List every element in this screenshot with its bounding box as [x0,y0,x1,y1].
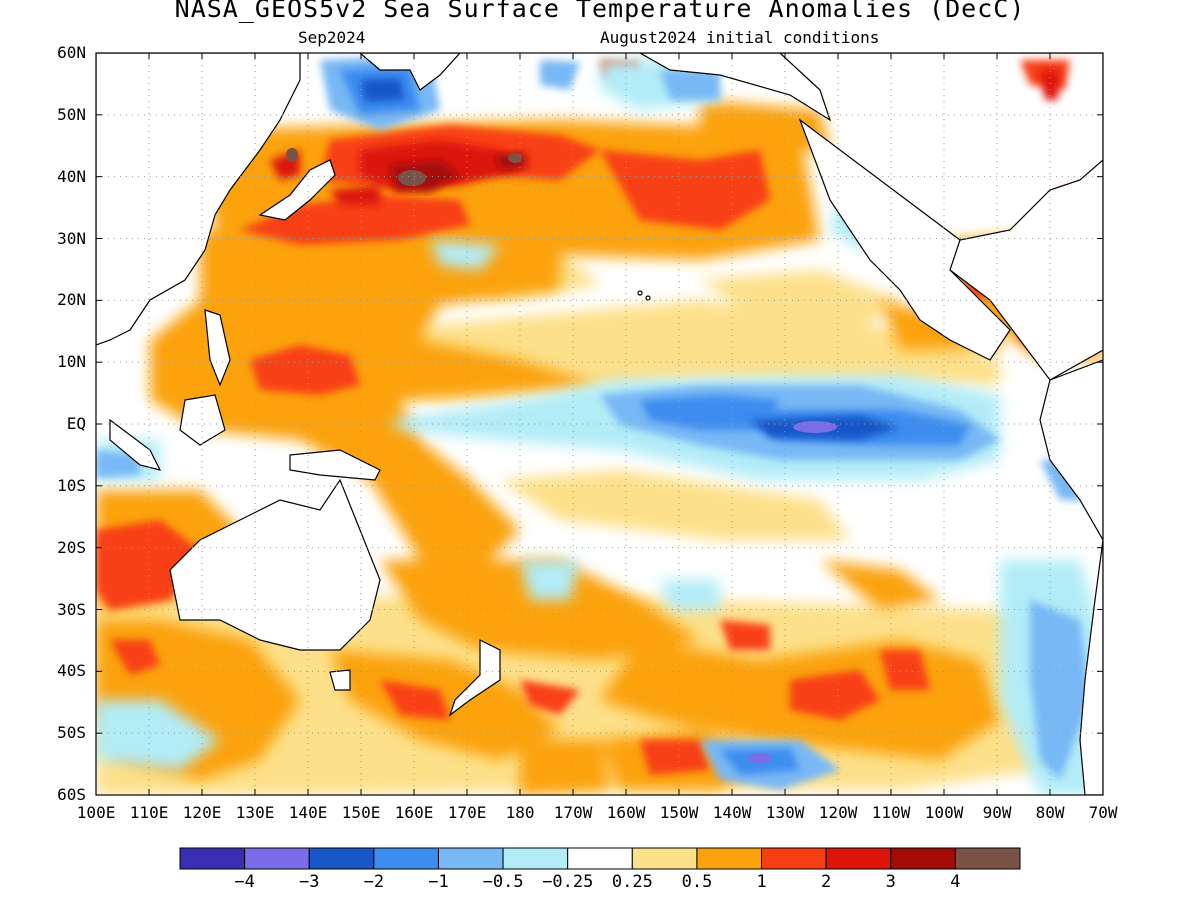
lon-label: 80W [1035,803,1065,822]
lon-label: 160W [606,803,646,822]
colorbar-swatch [179,847,246,870]
new-zealand-landmass [448,639,501,717]
colorbar-label: 1 [756,872,767,892]
colorbar-label: −2 [363,872,385,892]
hawaii-island [637,290,643,296]
colorbar-swatch [631,847,698,870]
colorbar-label: −4 [234,872,255,892]
alaska-landmass [638,53,832,122]
lat-label: 50S [57,723,86,743]
initial-conditions: August2024 initial conditions [600,28,880,47]
colorbar-swatch [890,847,956,870]
colorbar-swatch [502,847,569,870]
colorbar-swatch [437,847,504,870]
lat-label: 50N [57,104,86,124]
lon-label: 150E [341,803,381,822]
japan-landmass [258,159,336,221]
colorbar [179,847,1021,870]
colorbar-swatch [308,847,375,870]
colorbar-label: 2 [821,872,832,892]
philippines-landmass [204,309,231,387]
lat-label: 20N [57,290,86,310]
lat-label: 30N [57,228,86,248]
sumatra-landmass [109,418,162,471]
kamchatka-landmass [359,53,461,91]
lon-label: 170E [447,803,487,822]
lon-label: 130E [235,803,275,822]
colorbar-swatch [954,847,1021,870]
lat-label: 40N [57,166,86,186]
lon-label: 180 [505,803,535,822]
map-title: NASA_GEOS5v2 Sea Surface Temperature Ano… [174,0,1026,23]
lon-label: 160E [394,803,434,822]
lon-label: 140W [712,803,752,822]
coastlines [96,53,1103,795]
lon-label: 70W [1088,803,1118,822]
colorbar-label: −1 [428,872,449,892]
colorbar-label: −0.25 [542,872,594,892]
tasmania-landmass [329,669,351,691]
forecast-month: Sep2024 [298,28,366,47]
new-guinea-landmass [289,449,381,481]
lon-label: 140E [288,803,328,822]
lon-label: 90W [982,803,1012,822]
hawaii-island [645,295,651,301]
graticule [96,53,1103,795]
axis-ticks [95,52,1104,796]
colorbar-swatch [825,847,892,870]
colorbar-label: 0.25 [611,872,653,892]
lon-label: 100E [76,803,116,822]
lon-label: 120E [182,803,222,822]
lat-label: 10S [57,475,86,495]
colorbar-label: 0.5 [681,872,713,892]
lat-label: 20S [57,537,86,557]
colorbar-swatch [244,847,310,870]
lon-label: 100W [924,803,964,822]
australia-landmass [169,478,381,651]
colorbar-swatch [761,847,827,870]
colorbar-label: 4 [950,872,961,892]
anomaly-extreme-warm [286,148,522,186]
lat-label: 40S [57,661,86,681]
lat-label: 60N [57,43,86,62]
colorbar-label: 3 [885,872,896,892]
asia-landmass [96,53,301,346]
south-america-landmass [1039,359,1103,795]
colorbar-label: −3 [299,872,320,892]
lon-label: 130W [765,803,805,822]
colorbar-swatch [567,847,633,870]
colorbar-label: −0.5 [482,872,524,892]
lat-label: 60S [57,785,86,804]
lon-label: 150W [659,803,699,822]
colorbar-swatch [696,847,763,870]
lon-label: 110E [129,803,169,822]
colorbar-swatch [373,847,439,870]
lon-label: 110W [871,803,911,822]
lat-label: EQ [66,414,86,433]
lat-label: 10N [57,352,86,372]
lat-label: 30S [57,599,86,619]
lon-label: 170W [553,803,593,822]
lon-label: 120W [818,803,858,822]
